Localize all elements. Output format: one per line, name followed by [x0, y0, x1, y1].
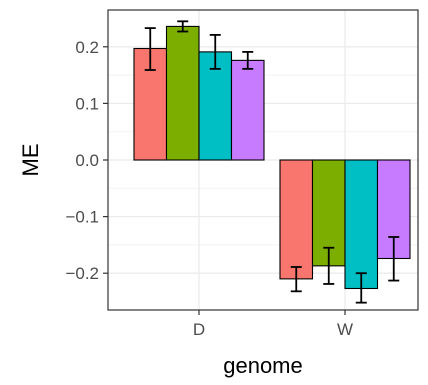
y-axis-title: ME — [18, 144, 43, 177]
y-axis: 0.2 0.1 0.0 −0.1 −0.2 — [65, 38, 108, 283]
y-tick-label: 0.2 — [75, 38, 99, 57]
bar — [198, 51, 233, 161]
x-axis-title: genome — [223, 353, 303, 378]
bar — [279, 159, 314, 280]
bars — [133, 25, 411, 290]
bar — [165, 25, 200, 161]
y-tick-label: −0.2 — [65, 264, 99, 283]
bar — [344, 159, 379, 290]
y-tick-label: −0.1 — [65, 208, 99, 227]
x-tick-label: D — [193, 320, 205, 339]
y-tick-label: 0.0 — [75, 151, 99, 170]
y-tick-label: 0.1 — [75, 94, 99, 113]
x-tick-label: W — [337, 320, 353, 339]
bar — [230, 59, 265, 161]
error-bars — [144, 20, 400, 304]
